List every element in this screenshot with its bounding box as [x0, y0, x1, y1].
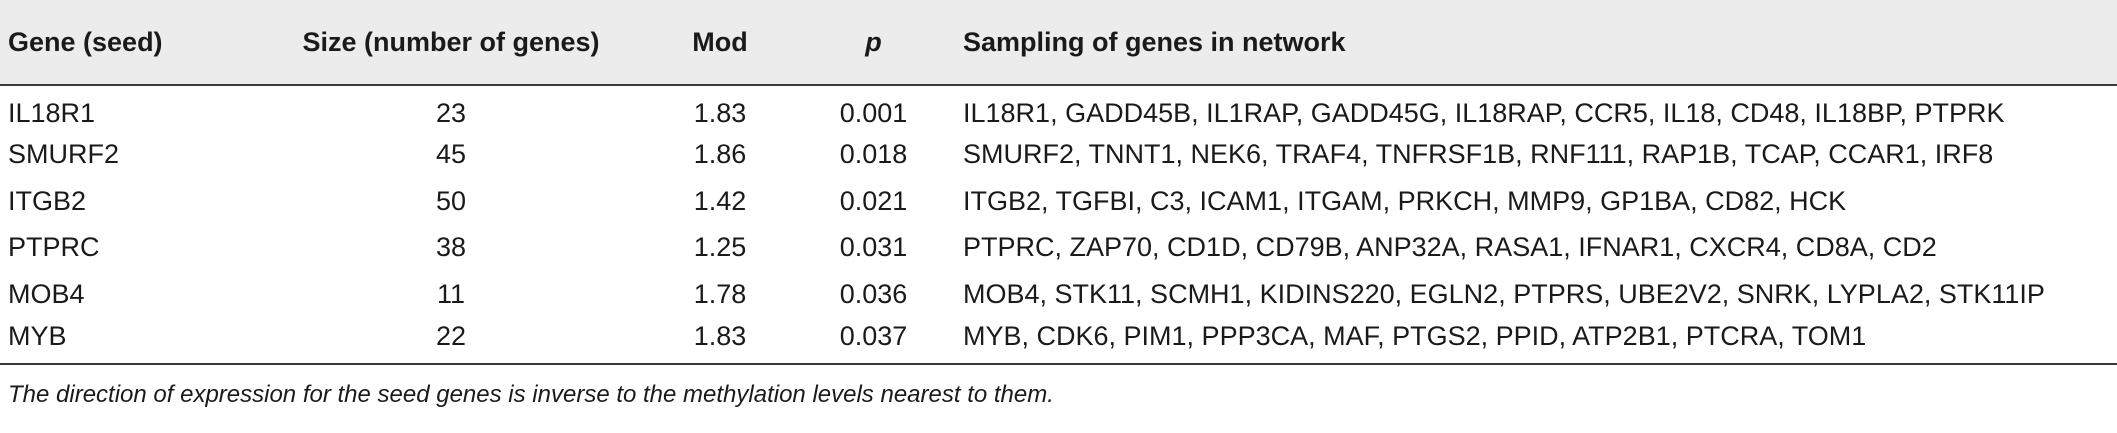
- cell-mod: 1.25: [693, 232, 747, 263]
- header-sampling: Sampling of genes in network: [963, 0, 2117, 86]
- cell-sampling: ITGB2, TGFBI, C3, ICAM1, ITGAM, PRKCH, M…: [963, 185, 1847, 216]
- gene-network-table-container: Gene (seed) Size (number of genes) Mod p…: [0, 0, 2117, 408]
- cell-mod: 1.86: [693, 139, 747, 170]
- cell-size: 50: [435, 185, 467, 216]
- cell-mod: 1.83: [693, 98, 747, 129]
- table-header: Gene (seed) Size (number of genes) Mod p…: [0, 0, 2117, 86]
- cell-gene: MOB4: [8, 278, 85, 309]
- cell-size: 38: [435, 232, 467, 263]
- cell-mod: 1.83: [656, 317, 784, 365]
- cell-size: 22: [246, 317, 656, 365]
- cell-p: 0.031: [839, 232, 908, 263]
- cell-size: 11: [436, 278, 466, 309]
- table-row: PTPRC 38 1.25 0.031 PTPRC, ZAP70, CD1D, …: [0, 225, 2117, 272]
- cell-p: 0.037: [784, 317, 963, 365]
- table-row: SMURF2 45 1.86 0.018 SMURF2, TNNT1, NEK6…: [0, 132, 2117, 179]
- cell-gene: MYB: [0, 317, 246, 365]
- cell-sampling: MOB4, STK11, SCMH1, KIDINS220, EGLN2, PT…: [963, 278, 2045, 309]
- cell-sampling: MYB, CDK6, PIM1, PPP3CA, MAF, PTGS2, PPI…: [963, 317, 2117, 365]
- table-footnote: The direction of expression for the seed…: [8, 381, 1054, 408]
- gene-network-table: Gene (seed) Size (number of genes) Mod p…: [0, 0, 2117, 365]
- cell-gene: IL18R1: [8, 98, 96, 129]
- cell-gene: ITGB2: [8, 185, 87, 216]
- table-row: ITGB2 50 1.42 0.021 ITGB2, TGFBI, C3, IC…: [0, 178, 2117, 225]
- cell-p: 0.018: [839, 139, 908, 170]
- cell-mod: 1.78: [693, 278, 747, 309]
- cell-p: 0.021: [839, 185, 908, 216]
- header-row: Gene (seed) Size (number of genes) Mod p…: [0, 0, 2117, 86]
- cell-sampling: IL18R1, GADD45B, IL1RAP, GADD45G, IL18RA…: [963, 98, 2005, 129]
- header-p-value: p: [784, 0, 963, 86]
- cell-mod: 1.42: [693, 185, 747, 216]
- table-row: MYB 22 1.83 0.037 MYB, CDK6, PIM1, PPP3C…: [0, 317, 2117, 365]
- header-mod: Mod: [656, 0, 784, 86]
- cell-gene: SMURF2: [8, 139, 120, 170]
- cell-size: 45: [435, 139, 467, 170]
- cell-sampling: SMURF2, TNNT1, NEK6, TRAF4, TNFRSF1B, RN…: [963, 139, 1994, 170]
- table-row: IL18R1 23 1.83 0.001 IL18R1, GADD45B, IL…: [0, 85, 2117, 132]
- cell-p: 0.001: [839, 98, 908, 129]
- cell-gene: PTPRC: [8, 232, 100, 263]
- table-row: MOB4 11 1.78 0.036 MOB4, STK11, SCMH1, K…: [0, 271, 2117, 318]
- table-body: IL18R1 23 1.83 0.001 IL18R1, GADD45B, IL…: [0, 85, 2117, 365]
- header-gene-seed: Gene (seed): [0, 0, 246, 86]
- cell-size: 23: [435, 98, 467, 129]
- header-size: Size (number of genes): [246, 0, 656, 86]
- cell-sampling: PTPRC, ZAP70, CD1D, CD79B, ANP32A, RASA1…: [963, 232, 1937, 263]
- cell-p: 0.036: [839, 278, 908, 309]
